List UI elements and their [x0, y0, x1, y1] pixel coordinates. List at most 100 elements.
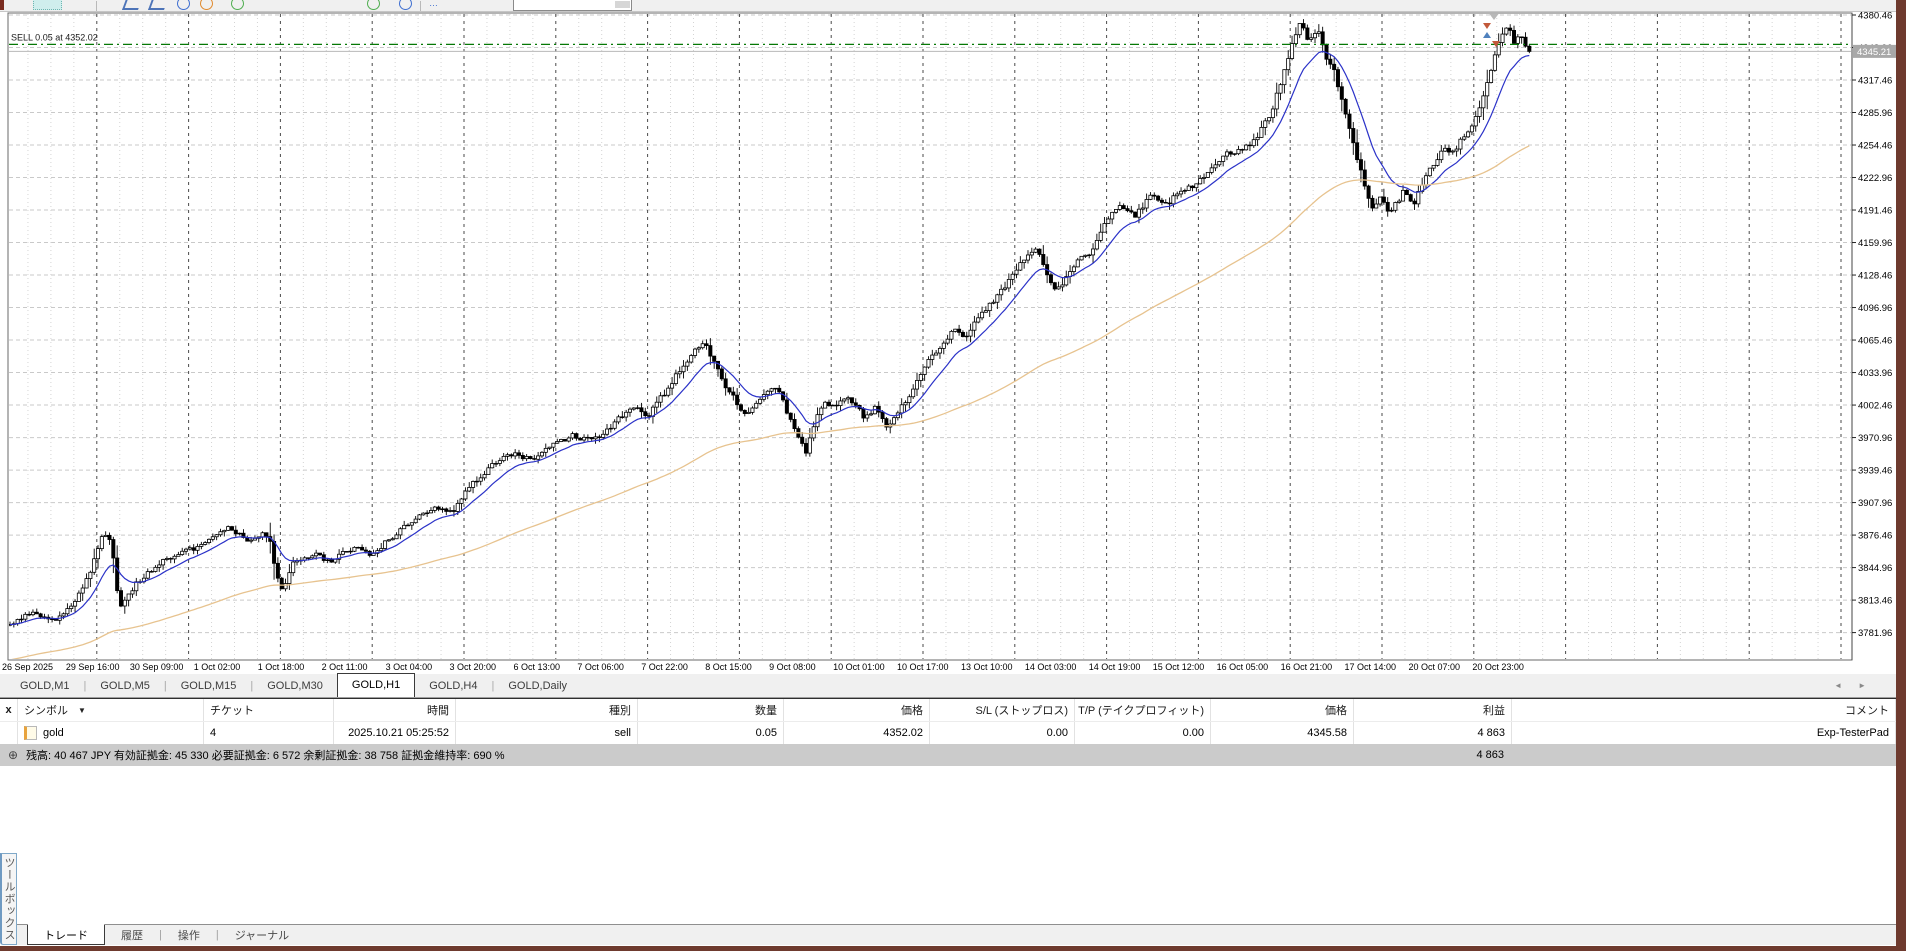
chart-tab-gold-m1[interactable]: GOLD,M1	[20, 680, 70, 692]
tab-scroll-arrows[interactable]: ◄►	[1834, 681, 1882, 690]
column-header-type[interactable]: 種別	[456, 699, 638, 721]
toolbox-tab-journal[interactable]: ジャーナル	[234, 930, 290, 942]
price-chart[interactable]: SELL 0.05 at 4352.024380.464348.964317.4…	[0, 11, 1896, 674]
chart-tab-gold-daily[interactable]: GOLD,Daily	[508, 680, 568, 692]
indicator-icon-green[interactable]	[231, 0, 244, 10]
column-header-ticket[interactable]: チケット	[204, 699, 334, 721]
toolbox-vertical-tab[interactable]: ツールボックス	[0, 853, 17, 945]
candle-down	[1156, 195, 1161, 201]
candle-up	[922, 366, 927, 375]
current-price-value: 4345.21	[1857, 47, 1891, 58]
candle-up	[161, 559, 166, 566]
time-axis-label: 3 Oct 20:00	[450, 662, 497, 672]
toolbox-tab-operations[interactable]: 操作	[177, 930, 200, 942]
candle-up	[1209, 167, 1214, 173]
candle-up	[88, 571, 93, 580]
candle-up	[1477, 107, 1482, 117]
candle-down	[731, 391, 736, 396]
candle-up	[195, 546, 200, 551]
balance-profit: 4 863	[1476, 749, 1504, 761]
toolbar-icon-fragment[interactable]	[0, 0, 4, 10]
chart-tab-gold-m5[interactable]: GOLD,M5	[100, 680, 150, 692]
candle-up	[513, 452, 518, 457]
candle-down	[880, 411, 885, 420]
trade-table-row[interactable]: gold 4 2025.10.21 05:25:52 sell 0.05 4352.02 0…	[0, 722, 1896, 744]
candle-up	[811, 426, 816, 439]
candle-up	[486, 467, 491, 475]
cursor-tool-icon[interactable]	[147, 0, 169, 10]
indicator-icon-green[interactable]	[367, 0, 380, 10]
candle-down	[704, 343, 709, 346]
column-header-volume[interactable]: 数量	[638, 699, 784, 721]
candle-down	[516, 452, 521, 456]
toolbox-tab-history[interactable]: 履歴	[121, 930, 143, 942]
toolbox-close-button[interactable]: x	[0, 699, 18, 721]
indicator-icon-blue[interactable]	[177, 0, 190, 10]
column-header-sl[interactable]: S/L (ストップロス)	[930, 699, 1075, 721]
chart-tab-gold-h4[interactable]: GOLD,H4	[429, 680, 478, 692]
chart-tab-gold-h1[interactable]: GOLD,H1	[336, 673, 416, 697]
indicator-icon-blue[interactable]	[399, 0, 412, 10]
position-ticket: 4	[204, 722, 334, 744]
candle-up	[1397, 200, 1402, 203]
column-header-price_open[interactable]: 価格	[784, 699, 930, 721]
sell-position-label: SELL 0.05 at 4352.02	[11, 32, 98, 42]
candle-up	[1282, 69, 1287, 86]
candle-up	[474, 480, 479, 483]
cursor-tool-icon[interactable]	[121, 0, 143, 10]
candle-up	[685, 361, 690, 367]
more-dots-icon[interactable]: …	[429, 0, 438, 8]
timeframe-combobox[interactable]	[513, 0, 632, 11]
candle-up	[551, 442, 556, 448]
chart-tab-gold-m30[interactable]: GOLD,M30	[267, 680, 323, 692]
chart-tab-gold-m15[interactable]: GOLD,M15	[180, 680, 237, 692]
toolbox-tab-trade[interactable]: トレード	[27, 924, 105, 945]
combobox-dropdown-button[interactable]	[615, 1, 630, 8]
candle-down	[1527, 45, 1532, 52]
candle-down	[168, 558, 173, 560]
candle-up	[1251, 139, 1256, 147]
indicator-icon-orange[interactable]	[200, 0, 213, 10]
column-header-time[interactable]: 時間	[334, 699, 456, 721]
candle-up	[394, 534, 399, 540]
plot-area[interactable]	[7, 12, 1853, 661]
candle-up	[658, 395, 663, 403]
column-header-symbol[interactable]: シンボル ▼	[18, 699, 204, 721]
candle-up	[210, 536, 215, 540]
candle-down	[1037, 248, 1042, 255]
candle-up	[1064, 276, 1069, 286]
candle-up	[914, 380, 919, 390]
candle-up	[1236, 149, 1241, 155]
symbol-filter-dropdown-icon[interactable]: ▼	[78, 705, 86, 715]
toolbox-tab-bar: トレード 履歴 | 操作 | ジャーナル	[17, 924, 1896, 945]
candle-down	[643, 411, 648, 417]
trade-marker-blob	[1489, 14, 1499, 20]
column-header-price_current[interactable]: 価格	[1211, 699, 1354, 721]
column-header-profit[interactable]: 利益	[1354, 699, 1512, 721]
candle-down	[1159, 199, 1164, 203]
candle-up	[1286, 58, 1291, 71]
candle-down	[1328, 58, 1333, 65]
candle-down	[804, 443, 809, 454]
candle-up	[1458, 138, 1463, 150]
candle-up	[1481, 95, 1486, 109]
candle-up	[1378, 196, 1383, 205]
candle-up	[65, 608, 70, 615]
candle-up	[1450, 150, 1455, 153]
candle-up	[226, 526, 231, 531]
trade-marker-down	[1492, 41, 1500, 47]
candle-up	[765, 390, 770, 395]
trade-marker-down	[1483, 23, 1491, 29]
candle-down	[727, 387, 732, 393]
crosshair-tool-icon[interactable]	[33, 0, 62, 10]
candle-down	[1446, 147, 1451, 153]
balance-plus-icon[interactable]: ⊕	[8, 748, 19, 762]
column-header-tp[interactable]: T/P (テイクプロフィット)	[1075, 699, 1211, 721]
candle-down	[884, 418, 889, 428]
column-header-comment[interactable]: コメント	[1512, 699, 1896, 721]
candle-down	[111, 539, 116, 559]
candle-up	[681, 365, 686, 373]
candle-up	[968, 329, 973, 337]
candle-up	[1029, 251, 1034, 256]
candle-up	[559, 439, 564, 442]
